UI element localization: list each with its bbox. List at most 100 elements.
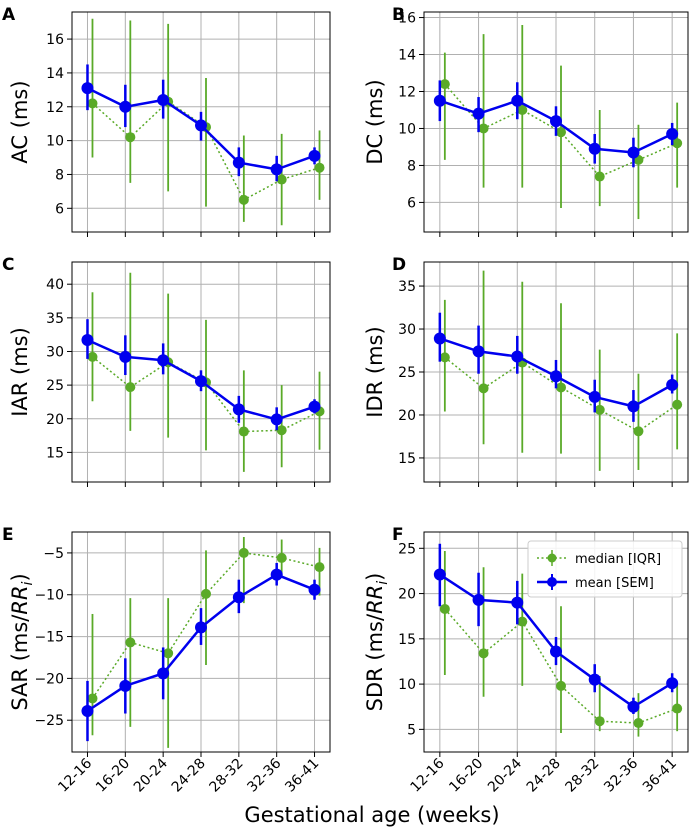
x-tick-label: 20-24 [131, 755, 171, 795]
median-point [87, 351, 98, 362]
mean-point [270, 568, 283, 581]
y-tick-label: 12 [398, 84, 416, 100]
y-tick-label: 16 [398, 11, 416, 27]
y-axis-label-subscript: i [20, 581, 36, 585]
mean-point [157, 94, 170, 106]
y-tick-label: 25 [46, 378, 64, 394]
median-point [87, 693, 98, 704]
median-point [238, 426, 249, 437]
mean-point [81, 82, 94, 95]
y-axis-label-text: SDR (ms/ [363, 613, 387, 711]
median-point [201, 588, 211, 599]
mean-point [308, 583, 321, 596]
mean-point [550, 645, 562, 658]
y-axis-label-rr: RR [8, 585, 32, 614]
median-point [517, 616, 528, 627]
y-axis-label-text: SAR (ms/ [8, 614, 32, 711]
median-point [672, 703, 683, 714]
y-axis-label-text: IAR (ms) [8, 327, 32, 417]
mean-point [472, 593, 485, 606]
y-tick-label: 35 [398, 279, 416, 295]
median-point [633, 426, 644, 437]
mean-point [157, 354, 170, 367]
median-point [556, 382, 566, 393]
y-tick-label: 20 [398, 587, 416, 603]
y-tick-label: 15 [398, 451, 416, 467]
x-tick-label: 28-32 [562, 756, 602, 796]
median-point [87, 98, 98, 109]
mean-point [195, 621, 207, 634]
mean-point [232, 156, 245, 169]
plot-frame [71, 531, 331, 753]
median-point [238, 194, 249, 205]
x-tick-label: 16-20 [446, 756, 486, 796]
x-tick-label: 12-16 [55, 755, 95, 795]
y-tick-label: 10 [398, 677, 416, 693]
y-axis-label-text: DC (ms) [363, 79, 387, 164]
median-point [633, 718, 644, 729]
legend-median-label: median [IQR] [575, 552, 661, 567]
mean-point [627, 700, 640, 713]
mean-point [119, 100, 132, 113]
mean-point [433, 568, 446, 581]
median-point [276, 174, 287, 185]
y-tick-label: 25 [398, 365, 416, 381]
median-point [125, 637, 136, 648]
y-axis-label: SDR (ms/RRi) [363, 573, 391, 712]
mean-point [232, 591, 245, 604]
median-point [314, 562, 325, 573]
median-point [594, 716, 605, 727]
median-point [439, 352, 450, 363]
y-tick-label: 8 [407, 158, 416, 174]
y-tick-label: −20 [34, 671, 64, 687]
median-point [672, 138, 683, 149]
y-tick-label: 5 [407, 722, 416, 738]
y-tick-label: −5 [43, 546, 64, 562]
panel-f: 5 10 15 20 25 12-1616-2020-2424-2828-3232-363… [363, 525, 689, 796]
mean-point [119, 350, 132, 363]
y-axis-label-close: ) [8, 573, 32, 581]
y-tick-label: 14 [46, 66, 64, 82]
panel-b: 6 8 10 12 14 16B DC (ms) [363, 5, 689, 237]
mean-point [472, 107, 485, 120]
y-tick-label: 16 [46, 32, 64, 48]
x-tick-label: 24-28 [169, 756, 209, 796]
x-tick-label: 12-16 [408, 755, 448, 795]
mean-point [81, 334, 94, 347]
y-axis-label: IDR (ms) [363, 326, 387, 417]
y-axis-label-text: AC (ms) [8, 80, 32, 163]
x-axis-title: Gestational age (weeks) [244, 803, 499, 827]
median-point [556, 680, 566, 691]
y-tick-label: 20 [398, 408, 416, 424]
y-tick-label: −15 [34, 630, 64, 646]
y-tick-label: 10 [398, 121, 416, 137]
panel-label: C [2, 255, 14, 275]
median-point [478, 123, 489, 134]
panel-label: E [2, 525, 14, 545]
mean-point [195, 119, 207, 132]
median-point [439, 603, 450, 614]
median-point [276, 552, 287, 563]
median-point [672, 399, 683, 410]
y-tick-label: −10 [34, 588, 64, 604]
median-point [125, 382, 136, 393]
x-tick-label: 32-36 [244, 755, 284, 795]
y-tick-label: 8 [55, 167, 64, 183]
panel-label: F [392, 525, 404, 545]
panel-a: 6 8 10 12 14 16 A AC (ms) [2, 5, 331, 237]
mean-point [270, 413, 283, 426]
mean-point [550, 115, 562, 128]
legend-mean-marker [547, 577, 557, 587]
median-point [594, 404, 605, 415]
median-point [478, 383, 489, 394]
y-axis-label-subscript: i [375, 581, 391, 585]
median-point [439, 79, 450, 90]
panel-label: B [392, 5, 405, 25]
x-tick-label: 20-24 [485, 755, 525, 795]
plot-frame [423, 531, 689, 753]
y-tick-label: 10 [46, 134, 64, 150]
x-tick-label: 32-36 [601, 755, 641, 795]
mean-point [232, 403, 245, 416]
y-tick-label: 12 [46, 100, 64, 116]
